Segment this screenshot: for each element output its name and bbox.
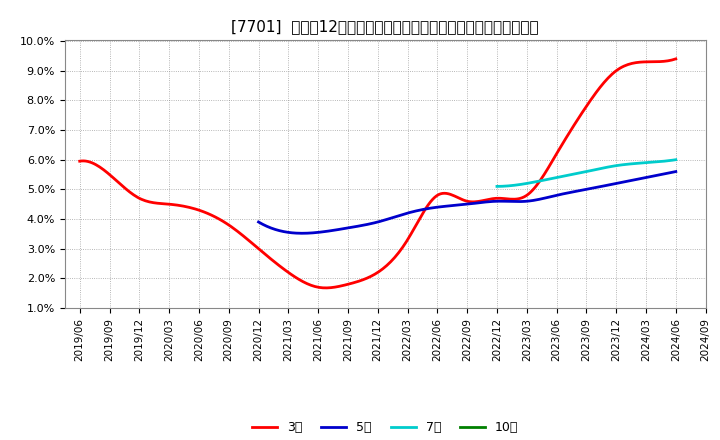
7年: [644, 160, 652, 165]
7年: [493, 184, 502, 189]
5年: [504, 199, 513, 204]
5年: [607, 182, 616, 187]
3年: [77, 158, 86, 164]
5年: [672, 169, 680, 174]
5年: [511, 199, 520, 204]
7年: [492, 184, 501, 189]
Title: [7701]  売上高12か月移動合計の対前年同期増減率の平均値の推移: [7701] 売上高12か月移動合計の対前年同期増減率の平均値の推移: [231, 19, 539, 34]
7年: [599, 165, 608, 171]
7年: [672, 157, 680, 162]
3年: [320, 285, 329, 290]
5年: [503, 199, 511, 204]
3年: [431, 195, 439, 200]
Line: 5年: 5年: [258, 172, 676, 233]
3年: [672, 56, 680, 62]
3年: [432, 193, 441, 198]
Legend: 3年, 5年, 7年, 10年: 3年, 5年, 7年, 10年: [247, 416, 523, 439]
Line: 3年: 3年: [80, 59, 676, 288]
3年: [580, 107, 588, 112]
3年: [442, 191, 451, 196]
5年: [297, 231, 306, 236]
7年: [654, 159, 663, 164]
3年: [618, 64, 626, 70]
5年: [254, 220, 263, 225]
5年: [256, 220, 264, 225]
5年: [634, 176, 642, 182]
7年: [598, 165, 607, 171]
7年: [602, 165, 611, 170]
Line: 7年: 7年: [497, 160, 676, 187]
3年: [76, 158, 84, 164]
